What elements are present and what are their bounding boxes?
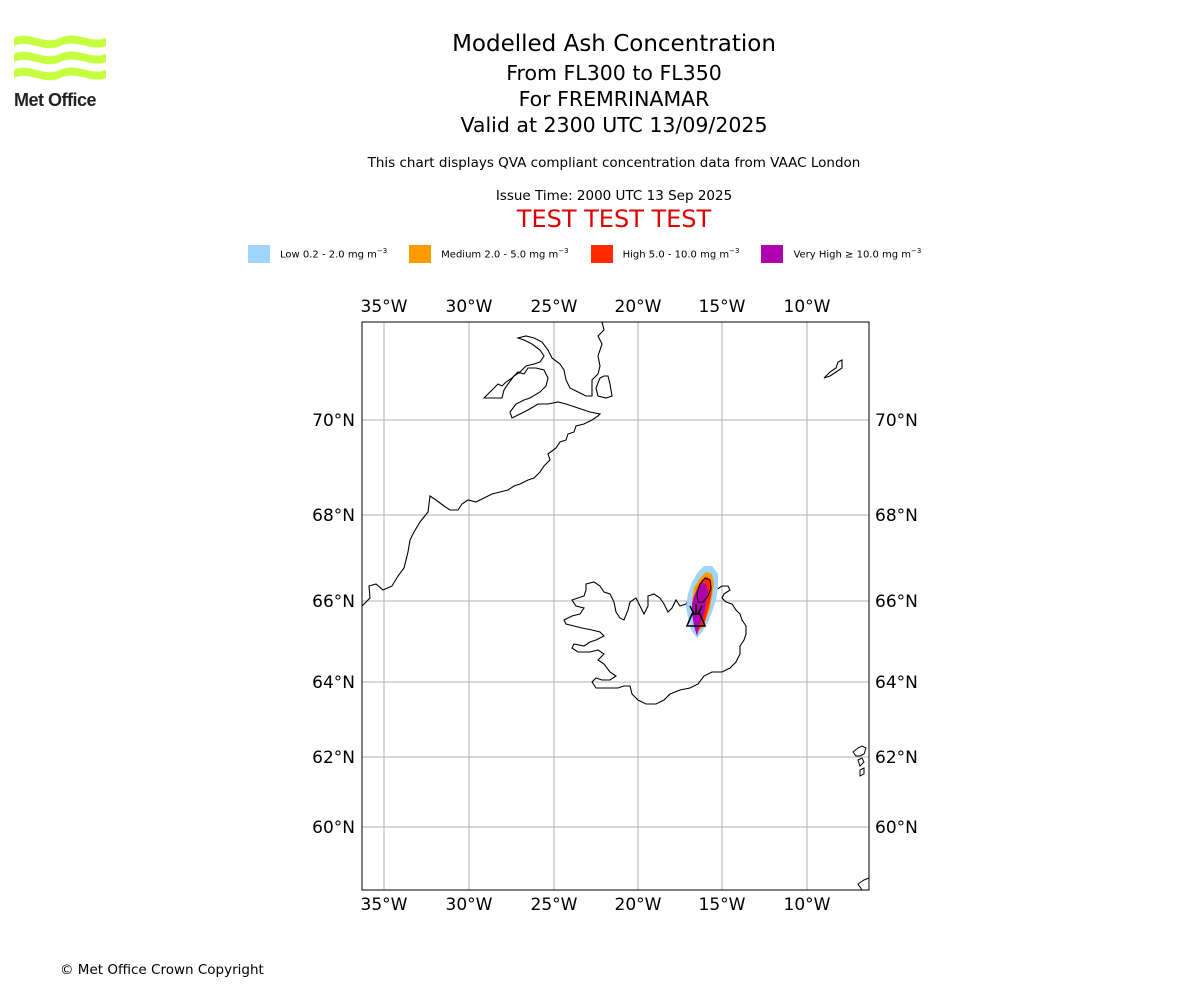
lon-label-bottom: 35°W: [361, 895, 408, 915]
lat-label-left: 70°N: [312, 411, 355, 431]
legend-swatch-medium: [409, 245, 432, 263]
lon-label-bottom: 15°W: [699, 895, 746, 915]
logo-text: Met Office: [14, 90, 97, 110]
lat-label-left: 60°N: [312, 818, 355, 838]
map-frame: [361, 321, 870, 891]
legend-item-very-high: Very High ≥ 10.0 mg m−3: [761, 245, 921, 263]
lon-label-top: 30°W: [446, 297, 493, 317]
issue-time: Issue Time: 2000 UTC 13 Sep 2025: [495, 188, 733, 204]
test-banner: TEST TEST TEST: [516, 205, 712, 233]
lon-label-bottom: 20°W: [615, 895, 662, 915]
legend-item-high: High 5.0 - 10.0 mg m−3: [590, 245, 740, 263]
legend-label-high: High 5.0 - 10.0 mg m−3: [622, 247, 740, 261]
legend-item-medium: Medium 2.0 - 5.0 mg m−3: [409, 245, 569, 263]
legend-label-low: Low 0.2 - 2.0 mg m−3: [280, 247, 388, 261]
lat-label-right: 66°N: [875, 592, 918, 612]
lat-labels-left: 70°N 68°N 66°N 64°N 62°N 60°N: [312, 411, 355, 838]
lat-labels-right: 70°N 68°N 66°N 64°N 62°N 60°N: [875, 411, 918, 838]
lon-label-top: 10°W: [784, 297, 831, 317]
coastline-jan-mayen: [823, 359, 843, 379]
lat-label-right: 70°N: [875, 411, 918, 431]
lat-label-left: 64°N: [312, 673, 355, 693]
lon-labels-top: 35°W 30°W 25°W 20°W 15°W 10°W: [361, 297, 831, 317]
flight-level-range: From FL300 to FL350: [506, 61, 722, 85]
chart-title: Modelled Ash Concentration: [452, 31, 776, 57]
qva-note: This chart displays QVA compliant concen…: [367, 155, 861, 171]
legend-item-low: Low 0.2 - 2.0 mg m−3: [248, 245, 387, 263]
coastline-greenland: [361, 321, 613, 607]
lon-label-top: 15°W: [699, 297, 746, 317]
lon-label-top: 25°W: [531, 297, 578, 317]
lon-label-bottom: 10°W: [784, 895, 831, 915]
legend-swatch-high: [590, 245, 613, 263]
gridlines: [362, 322, 869, 890]
lat-label-left: 66°N: [312, 592, 355, 612]
lon-label-top: 35°W: [361, 297, 408, 317]
lon-labels-bottom: 35°W 30°W 25°W 20°W 15°W 10°W: [361, 895, 831, 915]
concentration-legend: Low 0.2 - 2.0 mg m−3 Medium 2.0 - 5.0 mg…: [248, 244, 943, 264]
legend-label-medium: Medium 2.0 - 5.0 mg m−3: [441, 247, 569, 261]
lat-label-right: 64°N: [875, 673, 918, 693]
met-office-logo: Met Office: [14, 30, 110, 112]
chart-header: Modelled Ash Concentration From FL300 to…: [314, 28, 914, 234]
legend-swatch-very-high: [761, 245, 784, 263]
volcano-icon: [685, 604, 707, 627]
coastline-iceland: [563, 581, 747, 705]
lon-label-bottom: 25°W: [531, 895, 578, 915]
lat-label-right: 60°N: [875, 818, 918, 838]
valid-time: Valid at 2300 UTC 13/09/2025: [460, 113, 768, 137]
met-office-waves-icon: [14, 35, 106, 81]
copyright-footer: © Met Office Crown Copyright: [60, 962, 264, 978]
coastline-shetland: [857, 877, 870, 891]
volcano-name: For FREMRINAMAR: [518, 87, 710, 111]
lat-label-left: 68°N: [312, 506, 355, 526]
lat-label-right: 68°N: [875, 506, 918, 526]
legend-label-very-high: Very High ≥ 10.0 mg m−3: [793, 247, 922, 261]
legend-swatch-low: [248, 245, 270, 263]
lon-label-top: 20°W: [615, 297, 662, 317]
ash-plume: [686, 566, 718, 638]
lat-label-right: 62°N: [875, 748, 918, 768]
coastline-faroe: [852, 745, 867, 777]
lat-label-left: 62°N: [312, 748, 355, 768]
lon-label-bottom: 30°W: [446, 895, 493, 915]
